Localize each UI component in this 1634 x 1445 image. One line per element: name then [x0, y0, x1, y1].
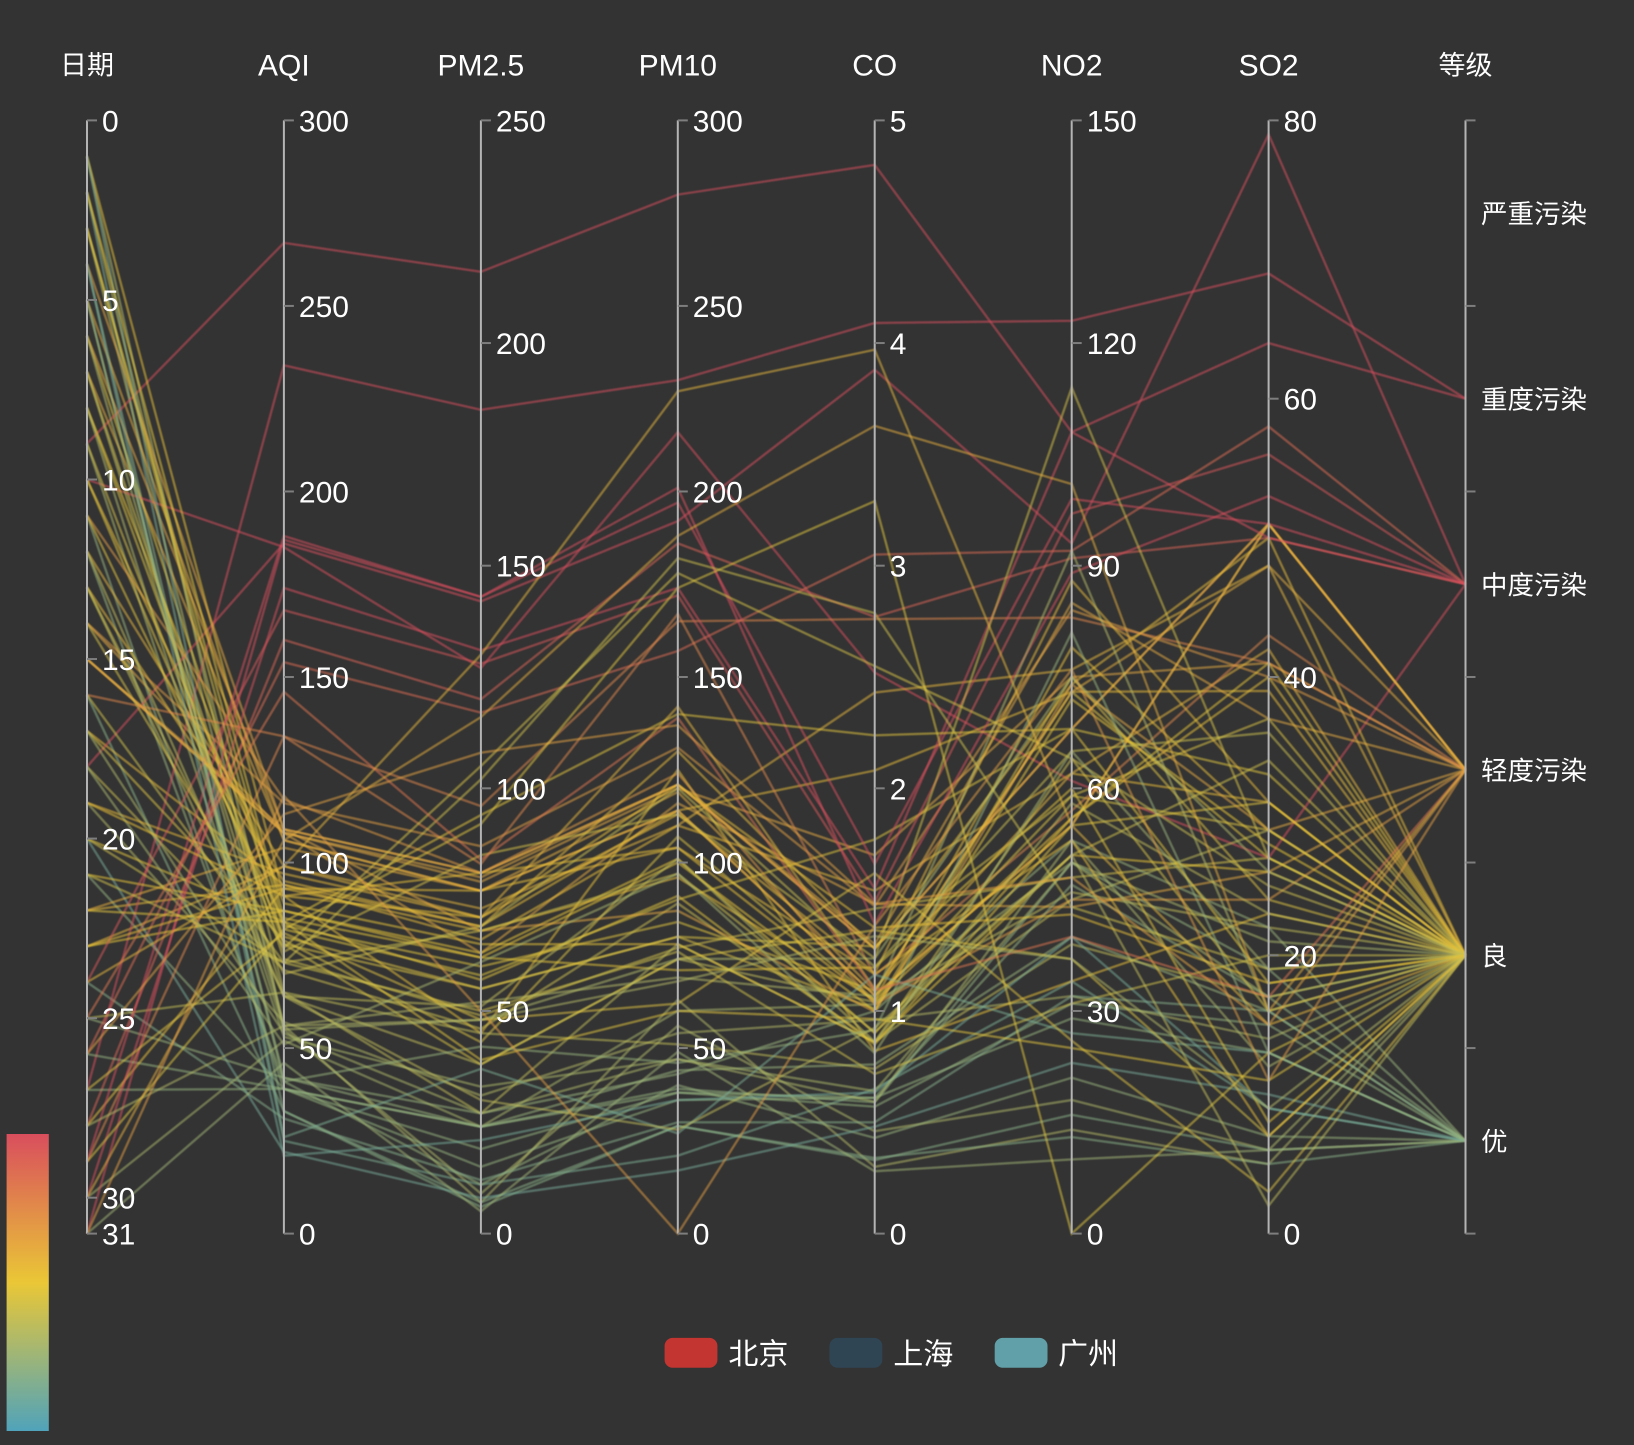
- svg-text:100: 100: [693, 848, 743, 881]
- svg-text:50: 50: [496, 996, 529, 1029]
- svg-text:15: 15: [102, 644, 135, 677]
- svg-text:0: 0: [890, 1219, 907, 1252]
- svg-text:150: 150: [693, 662, 743, 695]
- svg-text:150: 150: [1087, 105, 1137, 138]
- svg-text:4: 4: [890, 328, 907, 361]
- svg-text:90: 90: [1087, 551, 1120, 584]
- svg-text:120: 120: [1087, 328, 1137, 361]
- svg-text:100: 100: [299, 848, 349, 881]
- svg-text:SO2: SO2: [1239, 50, 1299, 83]
- svg-text:200: 200: [496, 328, 546, 361]
- svg-text:60: 60: [1087, 773, 1120, 806]
- svg-text:31: 31: [102, 1219, 135, 1252]
- svg-text:0: 0: [102, 105, 119, 138]
- svg-text:3: 3: [890, 551, 907, 584]
- svg-text:150: 150: [299, 662, 349, 695]
- svg-text:0: 0: [1087, 1219, 1104, 1252]
- svg-text:250: 250: [496, 105, 546, 138]
- svg-text:1: 1: [890, 996, 907, 1029]
- svg-text:PM2.5: PM2.5: [438, 50, 525, 83]
- svg-text:CO: CO: [852, 50, 897, 83]
- svg-text:5: 5: [890, 105, 907, 138]
- svg-text:PM10: PM10: [639, 50, 717, 83]
- svg-text:20: 20: [102, 824, 135, 857]
- svg-text:30: 30: [1087, 996, 1120, 1029]
- svg-text:0: 0: [299, 1219, 316, 1252]
- svg-text:NO2: NO2: [1041, 50, 1103, 83]
- svg-text:60: 60: [1284, 384, 1317, 417]
- svg-text:250: 250: [693, 291, 743, 324]
- svg-text:25: 25: [102, 1003, 135, 1036]
- svg-text:5: 5: [102, 285, 119, 318]
- svg-text:200: 200: [299, 476, 349, 509]
- svg-text:50: 50: [299, 1033, 332, 1066]
- svg-text:300: 300: [693, 105, 743, 138]
- svg-text:200: 200: [693, 476, 743, 509]
- svg-text:0: 0: [1284, 1219, 1301, 1252]
- svg-text:30: 30: [102, 1183, 135, 1216]
- svg-text:100: 100: [496, 773, 546, 806]
- svg-text:150: 150: [496, 551, 546, 584]
- svg-text:80: 80: [1284, 105, 1317, 138]
- svg-text:0: 0: [496, 1219, 513, 1252]
- svg-text:0: 0: [693, 1219, 710, 1252]
- svg-text:2: 2: [890, 773, 907, 806]
- svg-text:10: 10: [102, 465, 135, 498]
- svg-text:300: 300: [299, 105, 349, 138]
- svg-text:AQI: AQI: [258, 50, 310, 83]
- svg-text:20: 20: [1284, 940, 1317, 973]
- svg-text:250: 250: [299, 291, 349, 324]
- svg-text:50: 50: [693, 1033, 726, 1066]
- svg-text:40: 40: [1284, 662, 1317, 695]
